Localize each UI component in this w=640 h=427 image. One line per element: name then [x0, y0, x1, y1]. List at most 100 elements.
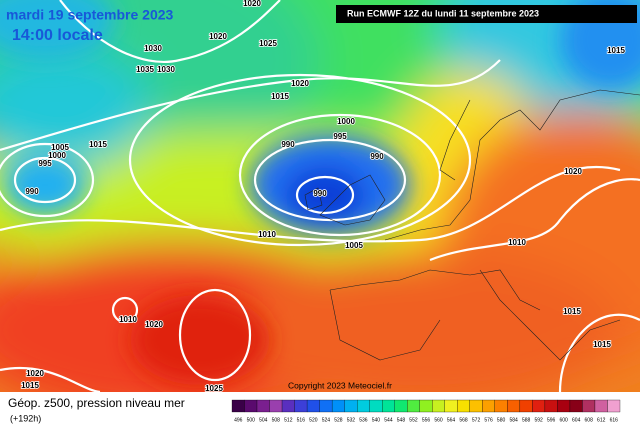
isobar-label: 1015: [271, 92, 289, 101]
scale-label: 548: [397, 417, 406, 423]
isobar-label: 1000: [337, 117, 355, 126]
scale-swatch: [582, 399, 596, 413]
scale-label: 604: [572, 417, 581, 423]
isobar-label: 1020: [145, 320, 163, 329]
scale-label: 588: [522, 417, 531, 423]
scale-swatch: [294, 399, 308, 413]
legend-title: Géop. z500, pression niveau mer: [8, 396, 185, 410]
scale-swatch: [457, 399, 470, 413]
isobar-label: 1025: [259, 39, 277, 48]
scale-label: 544: [384, 417, 393, 423]
scale-label: 572: [472, 417, 481, 423]
isobar-lines: [0, 0, 640, 392]
scale-label: 524: [322, 417, 331, 423]
scale-swatch: [419, 399, 433, 413]
scale-label: 512: [284, 417, 293, 423]
isobar-label: 1020: [291, 79, 309, 88]
scale-label: 540: [372, 417, 381, 423]
isobar-label: 995: [333, 132, 347, 141]
scale-label: 508: [272, 417, 281, 423]
scale-swatch: [557, 399, 571, 413]
isobar-label: 1035: [136, 65, 154, 74]
scale-label: 560: [434, 417, 443, 423]
scale-label: 552: [409, 417, 418, 423]
scale-swatch: [507, 399, 521, 413]
scale-swatch: [344, 399, 358, 413]
scale-swatch: [281, 399, 295, 413]
scale-swatch: [469, 399, 483, 413]
isobar-label: 1005: [51, 143, 69, 152]
scale-swatch: [569, 399, 583, 413]
copyright: Copyright 2023 Meteociel.fr: [288, 380, 392, 390]
scale-label: 592: [534, 417, 543, 423]
scale-swatch: [306, 399, 320, 413]
scale-label: 536: [359, 417, 368, 423]
isobar-label: 990: [313, 189, 327, 198]
scale-label: 616: [610, 417, 619, 423]
run: Run ECMWF 12Z du lundi 11 septembre 2023: [347, 8, 539, 18]
isobar-label: 1010: [508, 238, 526, 247]
scale-label: 504: [259, 417, 268, 423]
scale-swatch: [256, 399, 270, 413]
scale-swatch: [382, 399, 395, 413]
scale-swatch: [244, 399, 258, 413]
scale-label: 532: [347, 417, 356, 423]
scale-label: 608: [585, 417, 594, 423]
scale-label: 496: [234, 417, 243, 423]
scale-swatch: [331, 399, 345, 413]
scale-label: 556: [422, 417, 431, 423]
scale-swatch: [519, 399, 533, 413]
isobar-label: 1005: [345, 241, 363, 250]
isobar-label: 1015: [89, 140, 107, 149]
scale-label: 564: [447, 417, 456, 423]
isobar-label: 1020: [26, 369, 44, 378]
isobar-label: 1030: [144, 44, 162, 53]
isobar-label: 1020: [243, 0, 261, 8]
scale-swatch: [357, 399, 370, 413]
isobar-label: 1015: [21, 381, 39, 390]
scale-label: 612: [597, 417, 606, 423]
scale-swatch: [607, 399, 621, 413]
scale-swatch: [407, 399, 420, 413]
scale-label: 568: [459, 417, 468, 423]
scale-swatch: [269, 399, 283, 413]
scale-label: 516: [297, 417, 306, 423]
scale-swatch: [482, 399, 495, 413]
isobar-label: 990: [25, 187, 39, 196]
isobar-label: 1015: [563, 307, 581, 316]
scale-swatch: [444, 399, 458, 413]
scale-label: 596: [547, 417, 556, 423]
scale-swatch: [369, 399, 383, 413]
isobar-label: 1025: [205, 384, 223, 393]
scale-label: 528: [334, 417, 343, 423]
scale-swatch: [231, 399, 245, 413]
isobar-label: 1015: [607, 46, 625, 55]
scale-swatch: [532, 399, 546, 413]
run-box: [336, 5, 637, 23]
scale-swatch: [494, 399, 508, 413]
scale-swatch: [394, 399, 408, 413]
scale-label: 584: [509, 417, 518, 423]
date: mardi 19 septembre 2023: [6, 7, 174, 23]
isobar-label: 990: [281, 140, 295, 149]
isobar-label: 1010: [119, 315, 137, 324]
scale-label: 520: [309, 417, 318, 423]
scale-label: 580: [497, 417, 506, 423]
scale-swatch: [319, 399, 333, 413]
scale-label: 576: [484, 417, 493, 423]
isobar-label: 1000: [48, 151, 66, 160]
isobar-label: 1020: [564, 167, 582, 176]
lead-time: (+192h): [10, 413, 41, 423]
isobar-label: 1015: [593, 340, 611, 349]
scale-swatch: [544, 399, 558, 413]
color-scale: 496 500 504 508 512 516 520 524 528 532 536 540 544 5…: [231, 399, 621, 423]
scale-swatch: [432, 399, 445, 413]
isobar-label: 990: [370, 152, 384, 161]
scale-swatch: [594, 399, 608, 413]
isobar-label: 1030: [157, 65, 175, 74]
time: 14:00 locale: [12, 27, 103, 44]
isobar-label: 1010: [258, 230, 276, 239]
